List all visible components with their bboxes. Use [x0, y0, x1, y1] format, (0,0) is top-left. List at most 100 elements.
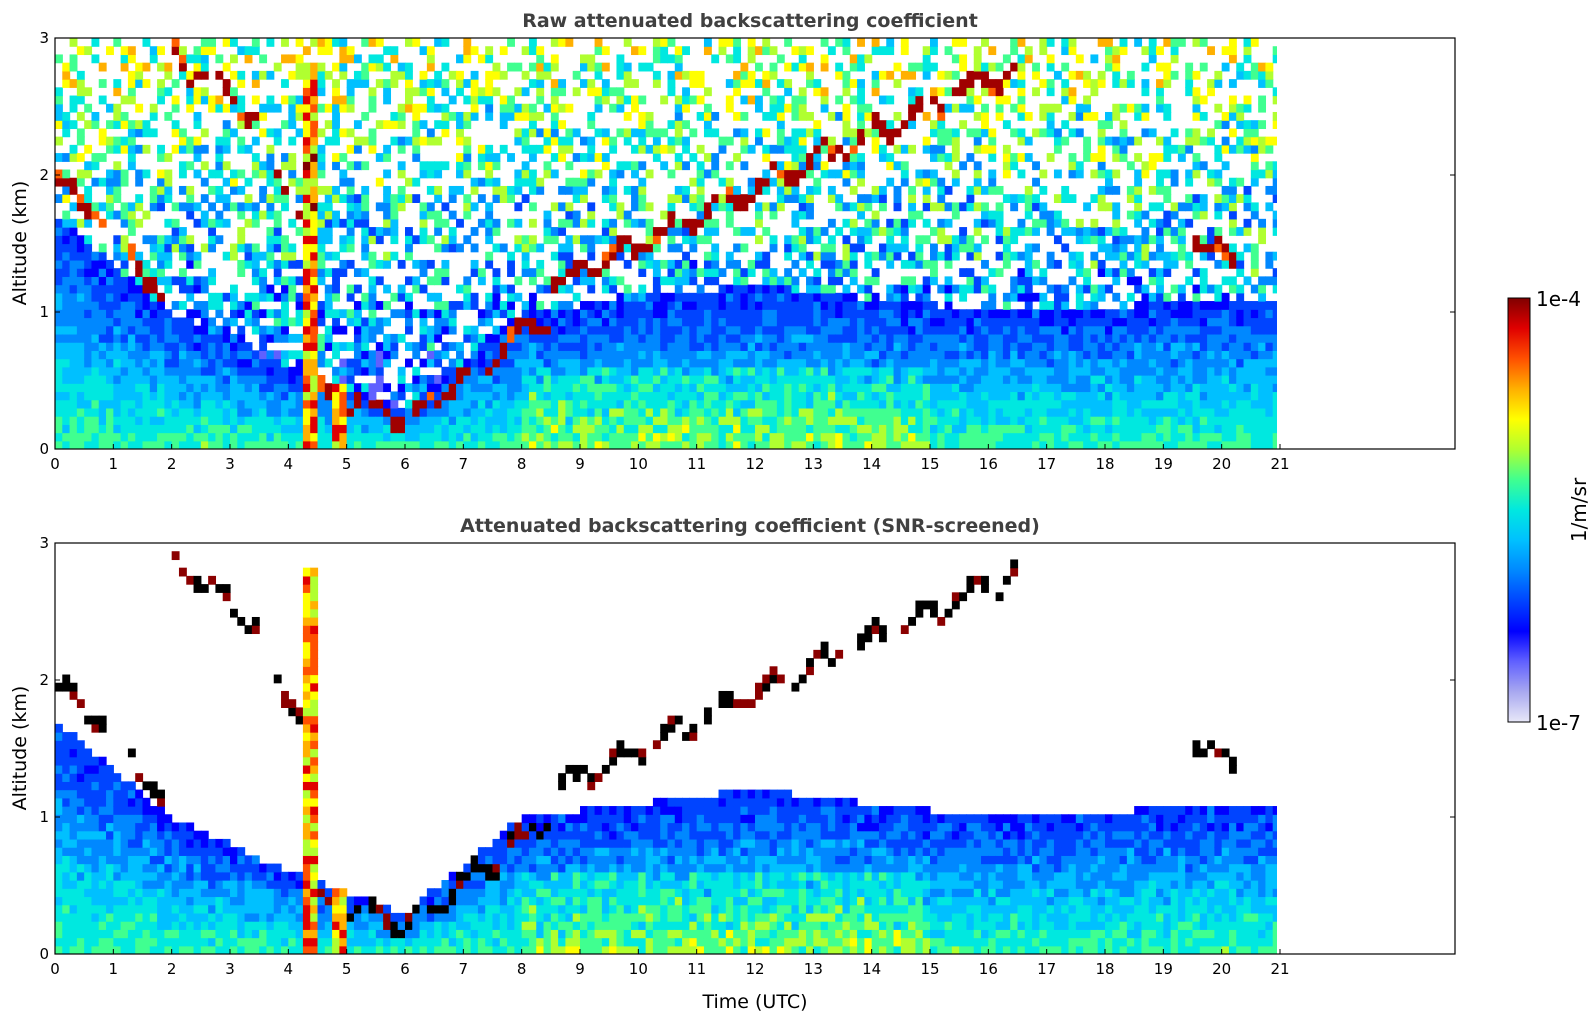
heatmap-cell [973, 46, 982, 56]
heatmap-cell [397, 185, 406, 195]
heatmap-cell [908, 424, 917, 434]
heatmap-cell [200, 358, 209, 368]
heatmap-cell [157, 87, 165, 97]
heatmap-cell [565, 317, 574, 327]
heatmap-cell [120, 177, 129, 187]
heatmap-cell [84, 309, 93, 319]
heatmap-cell [492, 284, 501, 294]
heatmap-cell [587, 391, 596, 401]
heatmap-cell [171, 366, 180, 376]
heatmap-cell [594, 399, 603, 409]
heatmap-cell [113, 292, 122, 302]
heatmap-cell [419, 46, 428, 56]
heatmap-cell [798, 46, 807, 56]
heatmap-cell [361, 391, 370, 401]
heatmap-cell [871, 111, 880, 121]
heatmap-cell [157, 399, 165, 409]
heatmap-cell [1032, 62, 1040, 72]
heatmap-cell [434, 79, 443, 88]
heatmap-cell [281, 284, 289, 294]
heatmap-cell [937, 440, 946, 449]
heatmap-cell [521, 46, 530, 56]
heatmap-cell [521, 391, 530, 401]
heatmap-cell [441, 161, 450, 171]
heatmap-cell [638, 284, 647, 294]
heatmap-cell [645, 416, 654, 425]
heatmap-cell [186, 416, 195, 425]
heatmap-cell [1046, 120, 1055, 130]
heatmap-cell [281, 375, 289, 384]
heatmap-cell [776, 424, 785, 434]
heatmap-cell [733, 440, 742, 449]
heatmap-cell [127, 424, 136, 434]
heatmap-cell [230, 342, 238, 351]
heatmap-cell [113, 424, 122, 434]
heatmap-cell [930, 153, 938, 162]
heatmap-cell [171, 128, 180, 138]
heatmap-cell [631, 251, 639, 261]
heatmap-cell [1075, 284, 1084, 294]
heatmap-cell [463, 325, 472, 335]
heatmap-cell [696, 185, 705, 195]
heatmap-cell [667, 375, 676, 384]
heatmap-cell [419, 136, 428, 146]
heatmap-cell [580, 407, 588, 417]
heatmap-cell [485, 259, 494, 269]
heatmap-cell [944, 424, 953, 434]
heatmap-cell [521, 161, 530, 171]
heatmap-cell [1017, 79, 1026, 88]
heatmap-cell [434, 440, 443, 449]
heatmap-cell [324, 103, 333, 113]
heatmap-cell [55, 259, 63, 269]
heatmap-cell [871, 276, 880, 286]
heatmap-cell [127, 120, 136, 130]
heatmap-cell [259, 440, 268, 449]
heatmap-cell [747, 350, 756, 360]
heatmap-cell [1010, 366, 1019, 376]
heatmap-cell [601, 309, 610, 319]
heatmap-cell [1046, 259, 1055, 269]
heatmap-cell [776, 202, 785, 212]
heatmap-cell [390, 416, 399, 425]
heatmap-cell [397, 284, 406, 294]
heatmap-cell [1068, 70, 1077, 80]
heatmap-cell [1083, 391, 1092, 401]
heatmap-cell [601, 333, 610, 343]
heatmap-cell [827, 350, 836, 360]
heatmap-cell [463, 235, 472, 245]
heatmap-cell [361, 325, 370, 335]
heatmap-cell [667, 301, 676, 310]
heatmap-cell [55, 243, 63, 253]
heatmap-cell [762, 79, 771, 88]
heatmap-cell [550, 301, 559, 310]
heatmap-cell [981, 128, 989, 138]
heatmap-cell [886, 432, 895, 442]
heatmap-cell [186, 383, 195, 393]
heatmap-cell [1105, 284, 1113, 294]
heatmap-cell [507, 103, 515, 113]
heatmap-cell [857, 309, 865, 319]
heatmap-cell [878, 432, 887, 442]
heatmap-cell [696, 169, 705, 179]
heatmap-cell [485, 366, 494, 376]
heatmap-cell [755, 333, 763, 343]
heatmap-cell [1083, 268, 1092, 277]
heatmap-cell [1061, 391, 1070, 401]
heatmap-cell [558, 87, 567, 97]
heatmap-cell [186, 136, 195, 146]
heatmap-cell [696, 79, 705, 88]
heatmap-cell [652, 399, 661, 409]
heatmap-cell [1083, 144, 1092, 154]
heatmap-cell [492, 416, 501, 425]
heatmap-cell [441, 399, 450, 409]
heatmap-cell [1002, 153, 1011, 162]
heatmap-cell [864, 202, 873, 212]
heatmap-cell [696, 325, 705, 335]
heatmap-cell [521, 194, 530, 203]
heatmap-cell [594, 333, 603, 343]
heatmap-cell [1083, 440, 1092, 449]
heatmap-cell [798, 144, 807, 154]
heatmap-cell [849, 202, 858, 212]
heatmap-cell [543, 317, 552, 327]
heatmap-cell [776, 342, 785, 351]
